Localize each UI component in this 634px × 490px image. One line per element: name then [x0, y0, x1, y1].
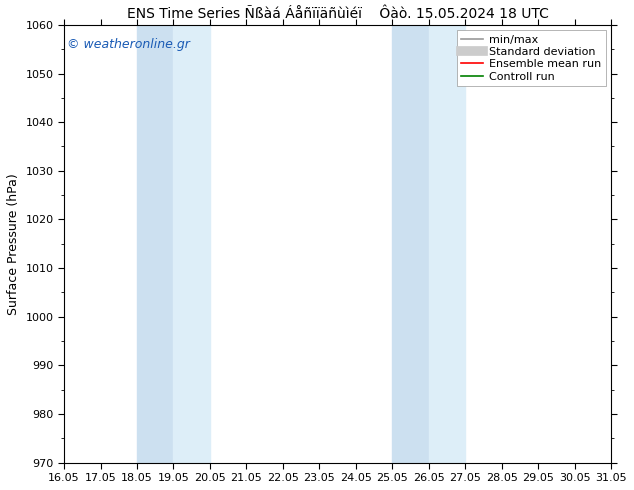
Bar: [392, 25, 429, 463]
Bar: [137, 25, 174, 463]
Y-axis label: Surface Pressure (hPa): Surface Pressure (hPa): [7, 173, 20, 315]
Bar: [429, 25, 465, 463]
Legend: min/max, Standard deviation, Ensemble mean run, Controll run: min/max, Standard deviation, Ensemble me…: [456, 30, 605, 86]
Bar: [174, 25, 210, 463]
Title: ENS Time Series Ñßàá Áåñïïäñùìéï    Ôàò. 15.05.2024 18 UTC: ENS Time Series Ñßàá Áåñïïäñùìéï Ôàò. 15…: [127, 7, 548, 21]
Text: © weatheronline.gr: © weatheronline.gr: [67, 38, 190, 51]
